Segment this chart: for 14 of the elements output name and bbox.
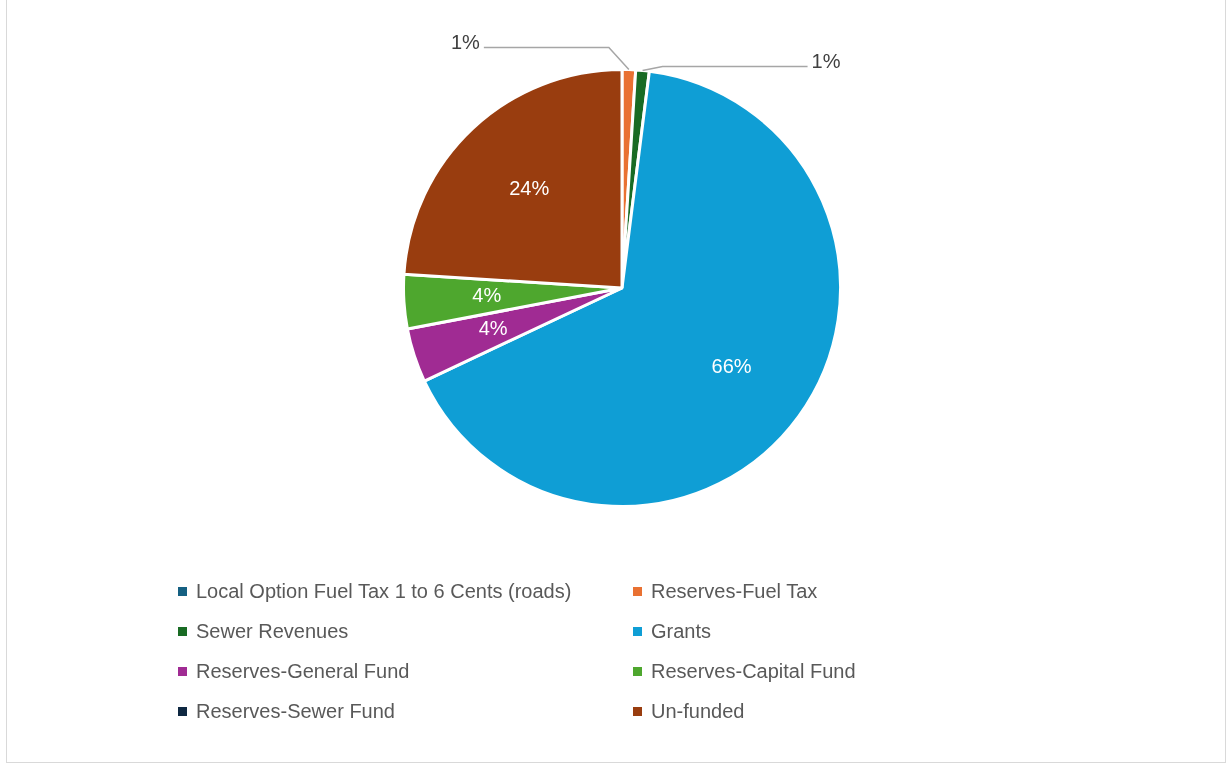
legend-label: Reserves-General Fund — [196, 660, 410, 683]
data-label: 1% — [450, 31, 481, 54]
data-label: 4% — [472, 284, 502, 307]
legend-label: Sewer Revenues — [196, 620, 349, 643]
data-label: 66% — [711, 355, 752, 378]
legend-label: Reserves-Fuel Tax — [651, 580, 818, 603]
legend-label: Grants — [651, 620, 712, 643]
legend-label: Reserves-Capital Fund — [651, 660, 856, 683]
legend-label: Local Option Fuel Tax 1 to 6 Cents (roads) — [196, 580, 572, 603]
data-label: 1% — [811, 49, 841, 72]
legend-label: Reserves-Sewer Fund — [196, 700, 395, 723]
data-label: 4% — [478, 317, 508, 340]
legend-label: Un-funded — [651, 700, 745, 723]
data-label: 24% — [509, 176, 550, 199]
